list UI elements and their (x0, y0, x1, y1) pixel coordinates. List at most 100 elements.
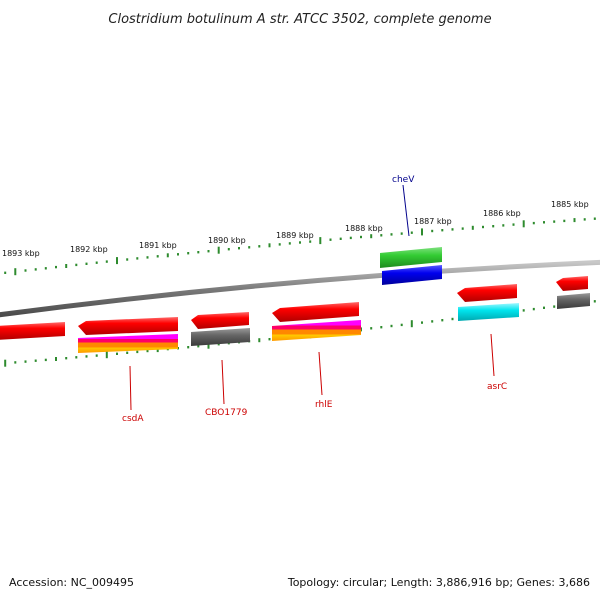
inner-tick-mark (441, 319, 444, 322)
inner-tick-mark (431, 320, 434, 323)
tick-label-1889: 1889 kbp (276, 231, 314, 240)
genome-title: Clostridium botulinum A str. ATCC 3502, … (108, 12, 491, 27)
rhle-domain-feature[interactable] (272, 320, 361, 341)
outer-tick-mark (116, 257, 118, 265)
outer-tick-mark (522, 220, 525, 228)
outer-tick-mark (441, 229, 444, 232)
tick-labels: 1893 kbp 1892 kbp 1891 kbp 1890 kbp 1889… (2, 200, 589, 258)
inner-tick-mark (146, 349, 149, 353)
outer-tick-mark (126, 258, 129, 261)
chev-blue-feature[interactable] (382, 265, 442, 285)
outer-tick-mark (360, 235, 362, 239)
inner-tick-mark (268, 338, 271, 341)
outer-tick-mark (421, 228, 423, 236)
outer-tick-mark (248, 246, 251, 249)
inner-tick-mark (400, 323, 403, 327)
left-cds-feature[interactable] (0, 322, 65, 340)
outer-tick-mark (461, 227, 464, 230)
outer-tick-mark (349, 236, 352, 240)
outer-tick-mark (85, 262, 88, 265)
inner-tick-mark (258, 338, 261, 343)
outer-tick-mark (75, 263, 78, 267)
asrc-label[interactable]: asrC (487, 382, 507, 392)
genome-backbone (0, 259, 600, 318)
outer-tick-mark (146, 256, 149, 259)
inner-tick-mark (593, 300, 596, 303)
outer-tick-mark (309, 240, 312, 243)
inner-tick-mark (532, 307, 535, 311)
outer-tick-track (4, 217, 596, 276)
inner-tick-mark (543, 306, 545, 309)
outer-tick-mark (4, 271, 7, 274)
outer-tick-mark (177, 253, 179, 256)
outer-tick-mark (166, 253, 169, 258)
inner-tick-mark (553, 305, 556, 308)
outer-tick-mark (339, 237, 342, 240)
outer-tick-mark (502, 224, 505, 227)
outer-tick-mark (543, 221, 545, 224)
inner-tick-mark (421, 321, 423, 324)
csda-gene-feature[interactable] (78, 317, 178, 335)
chev-gene-feature[interactable] (380, 247, 442, 268)
outer-tick-mark (329, 238, 332, 241)
csda-label[interactable]: csdA (122, 414, 144, 424)
inner-tick-mark (390, 324, 393, 328)
cbo1779-gene-feature[interactable] (191, 312, 249, 329)
tick-label-1891: 1891 kbp (139, 241, 177, 250)
rhle-label[interactable]: rhlE (315, 400, 333, 410)
outer-tick-mark (24, 269, 27, 272)
inner-tick-mark (207, 341, 210, 349)
asrc-cyan-feature[interactable] (458, 303, 519, 321)
inner-tick-mark (217, 343, 220, 346)
tick-label-1886: 1886 kbp (483, 209, 521, 218)
cbo1779-label[interactable]: CBO1779 (205, 408, 248, 418)
outer-tick-mark (65, 264, 68, 268)
asrc-gene-feature[interactable] (457, 284, 517, 302)
tick-label-1885: 1885 kbp (551, 200, 589, 209)
outer-tick-mark (278, 243, 281, 246)
inner-tick-mark (116, 352, 118, 355)
outer-tick-mark (34, 268, 37, 271)
outer-tick-mark (593, 217, 596, 220)
tick-label-1892: 1892 kbp (70, 245, 108, 254)
tick-label-1893: 1893 kbp (2, 249, 40, 258)
chev-leader-line (402, 184, 410, 237)
inner-tick-mark (65, 357, 68, 360)
inner-tick-mark (370, 327, 373, 330)
outer-tick-mark (268, 243, 271, 248)
inner-tick-mark (24, 360, 27, 363)
inner-tick-mark (75, 356, 78, 359)
outer-tick-mark (105, 260, 108, 263)
outer-tick-mark (55, 265, 57, 269)
inner-tick-mark (522, 309, 525, 312)
outer-tick-mark (492, 225, 495, 228)
csda-domain-feature[interactable] (78, 334, 178, 353)
outer-tick-mark (197, 251, 200, 254)
outer-tick-mark (482, 225, 484, 229)
cbo1779-gray-feature[interactable] (191, 328, 250, 346)
outer-tick-mark (95, 261, 98, 264)
outer-tick-mark (431, 229, 434, 233)
outer-tick-mark (238, 247, 240, 250)
right-gray-feature[interactable] (557, 293, 590, 309)
outer-tick-mark (563, 219, 566, 223)
outer-tick-mark (136, 257, 139, 260)
outer-tick-mark (471, 225, 474, 230)
outer-tick-mark (258, 245, 261, 248)
outer-tick-mark (44, 267, 47, 270)
forward-strand-features (380, 247, 442, 285)
outer-tick-mark (14, 268, 17, 276)
chev-label[interactable]: cheV (392, 175, 415, 185)
outer-tick-mark (380, 234, 383, 237)
outer-tick-mark (390, 233, 393, 236)
outer-tick-mark (583, 218, 586, 221)
right-cds-feature[interactable] (556, 276, 588, 291)
inner-tick-mark (85, 355, 88, 358)
rhle-gene-feature[interactable] (272, 302, 359, 322)
accession-text: Accession: NC_009495 (9, 576, 134, 589)
inner-tick-mark (136, 350, 139, 354)
outer-tick-mark (573, 218, 576, 223)
tick-label-1890: 1890 kbp (208, 236, 246, 245)
inner-tick-mark (55, 357, 57, 361)
cbo1779-leader-line (221, 359, 225, 405)
